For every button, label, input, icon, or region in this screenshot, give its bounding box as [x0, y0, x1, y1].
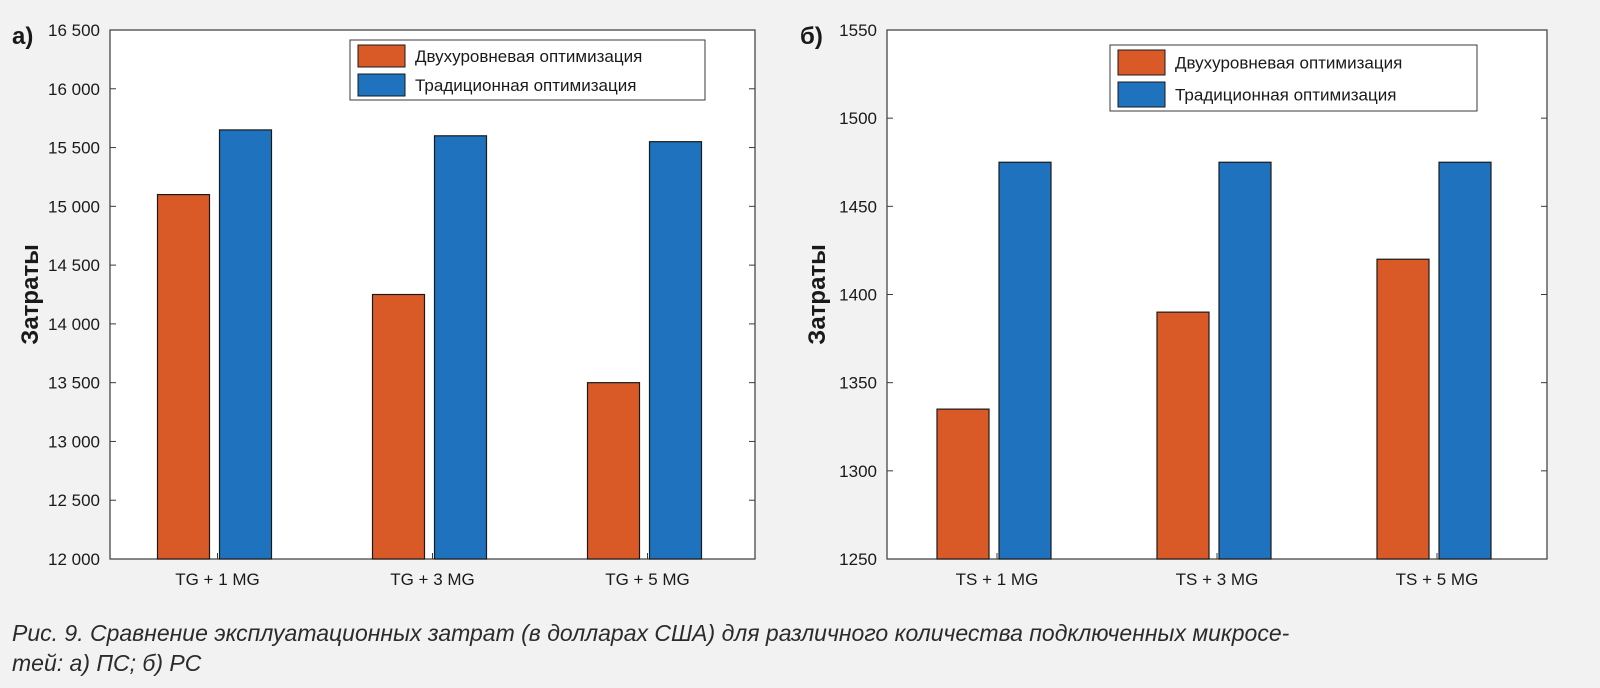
- y-tick-label: 1500: [839, 109, 877, 128]
- y-tick-label: 12 000: [48, 550, 100, 569]
- y-tick-label: 1350: [839, 374, 877, 393]
- bar-two-level-1: [936, 408, 990, 560]
- caption-line-1: Рис. 9. Сравнение эксплуатационных затра…: [12, 620, 1290, 646]
- legend-swatch: [1117, 81, 1166, 108]
- plot-area: [886, 29, 1548, 560]
- y-tick-label: 14 500: [48, 256, 100, 275]
- bar-two-level-3: [586, 382, 641, 560]
- plot-area: [109, 29, 756, 560]
- y-tick-label: 1250: [839, 550, 877, 569]
- legend-label: Двухуровневая оптимизация: [1175, 54, 1402, 73]
- figure-caption: Рис. 9. Сравнение эксплуатационных затра…: [12, 618, 1582, 678]
- x-tick-label: TS + 1 MG: [956, 570, 1039, 589]
- legend-swatch: [357, 73, 406, 97]
- y-tick-label: 1300: [839, 462, 877, 481]
- legend-swatch: [357, 44, 406, 68]
- legend-box: [349, 39, 706, 101]
- bar-traditional-3: [648, 141, 703, 560]
- chart-panel-1: а) 12 000 12 500 13 000 13 500 14 000 14 500 15…: [12, 21, 756, 589]
- x-tick-label: TS + 3 MG: [1176, 570, 1259, 589]
- bar-traditional-2: [1218, 161, 1272, 560]
- panel-label: б): [800, 23, 823, 50]
- y-tick-label: 13 000: [48, 432, 100, 451]
- y-tick-label: 12 500: [48, 491, 100, 510]
- chart-panel-2: б) 1250 1300 1350 1400 1450 1500 1550 Затраты TS …: [800, 21, 1548, 589]
- bar-two-level-2: [1156, 311, 1210, 560]
- y-tick-label: 1400: [839, 286, 877, 305]
- x-tick-label: TS + 5 MG: [1396, 570, 1479, 589]
- bar-traditional-2: [433, 135, 488, 560]
- y-tick-label: 13 500: [48, 374, 100, 393]
- y-tick-label: 15 500: [48, 139, 100, 158]
- bar-traditional-3: [1438, 161, 1492, 560]
- legend-label: Традиционная оптимизация: [1175, 86, 1396, 105]
- y-axis-label: Затраты: [17, 244, 44, 344]
- bar-traditional-1: [218, 129, 273, 560]
- y-tick-label: 1550: [839, 21, 877, 40]
- y-tick-label: 16 500: [48, 21, 100, 40]
- x-tick-label: TG + 3 MG: [390, 570, 475, 589]
- caption-line-2: тей: а) ПС; б) РС: [12, 650, 202, 676]
- bar-traditional-1: [998, 161, 1052, 560]
- y-tick-label: 15 000: [48, 197, 100, 216]
- y-tick-label: 14 000: [48, 315, 100, 334]
- legend-box: [1109, 44, 1478, 112]
- y-axis-label: Затраты: [804, 244, 831, 344]
- bar-two-level-1: [156, 193, 211, 560]
- legend-label: Двухуровневая оптимизация: [415, 47, 642, 66]
- legend-label: Традиционная оптимизация: [415, 76, 636, 95]
- x-tick-label: TG + 1 MG: [175, 570, 260, 589]
- x-tick-label: TG + 5 MG: [605, 570, 690, 589]
- y-tick-label: 1450: [839, 197, 877, 216]
- bar-two-level-2: [371, 293, 426, 560]
- y-tick-label: 16 000: [48, 80, 100, 99]
- panel-label: а): [12, 23, 33, 50]
- bar-two-level-3: [1376, 258, 1430, 560]
- legend-swatch: [1117, 49, 1166, 76]
